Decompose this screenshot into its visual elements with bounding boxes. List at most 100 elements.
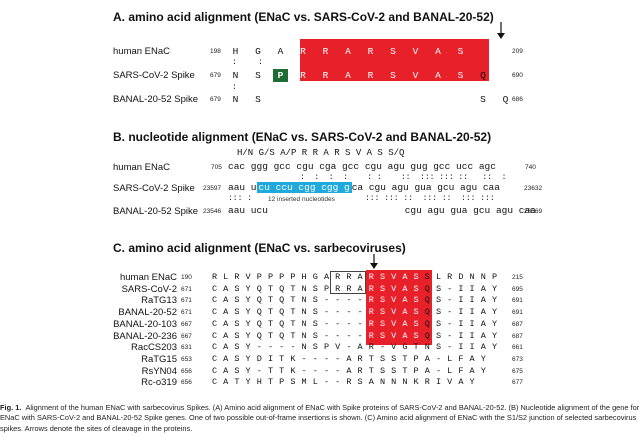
panel-c-residue: F	[458, 353, 464, 364]
panel-c-residue: N	[301, 330, 307, 341]
panel-c-residue: A	[223, 342, 229, 353]
panel-a-residue: N	[232, 94, 239, 105]
panel-c-residue: A	[223, 365, 229, 376]
panel-b-name-enac: human ENaC	[113, 162, 171, 173]
panel-c-name: RsYN04	[141, 365, 177, 377]
panel-b-end-banal: 23569	[524, 208, 543, 215]
panel-c-residue: Q	[424, 318, 430, 329]
panel-c-residue: -	[346, 342, 352, 353]
panel-c-residue: Y	[491, 307, 498, 318]
panel-c-residue: G	[402, 342, 408, 353]
panel-a-residue: S	[412, 94, 419, 105]
panel-c-residue: -	[323, 307, 330, 318]
panel-c-residue: -	[279, 342, 285, 353]
panel-c-residue: S	[312, 342, 318, 353]
panel-c-start: 656	[181, 379, 192, 387]
panel-c-start: 667	[181, 320, 192, 328]
panel-c-residue: T	[234, 377, 240, 388]
panel-c-title: C. amino acid alignment (ENaC vs. sarbec…	[113, 241, 406, 255]
panel-c-residue: Y	[469, 377, 475, 388]
panel-c-name: BANAL-20-236	[113, 330, 177, 342]
panel-c-residue: Y	[491, 342, 498, 353]
figure-caption: Fig. 1. Alignment of the human ENaC with…	[0, 403, 640, 433]
panel-c-residue: R	[335, 272, 341, 282]
panel-c-residue: Y	[480, 365, 486, 376]
panel-c-residue: V	[391, 330, 397, 341]
panel-a-start: 679	[210, 96, 221, 103]
panel-b-aa-header: H/N G/S A/P R R A R S V A S S/Q	[237, 148, 405, 158]
panel-a-residue: R	[322, 70, 329, 81]
panel-c-residue: I	[267, 353, 274, 364]
panel-c-residue: N	[301, 318, 307, 329]
panel-c-end: 691	[512, 297, 523, 305]
panel-c-residue: I	[458, 330, 464, 341]
panel-c-residue: N	[301, 283, 307, 294]
panel-c-residue: -	[357, 307, 363, 318]
panel-c-residue: Y	[480, 353, 486, 364]
panel-c-residue: Q	[279, 307, 285, 318]
panel-c-residue: R	[357, 365, 363, 376]
panel-a-colon: :	[232, 83, 237, 92]
panel-a-residue: G	[255, 46, 261, 57]
panel-c-name: SARS-CoV-2	[121, 283, 177, 295]
panel-a-residue: A	[435, 70, 441, 81]
panel-a-residue: A	[457, 94, 464, 105]
panel-a-residue: R	[367, 70, 374, 81]
panel-c-residue: P	[323, 283, 330, 294]
panel-b-start-banal: 23546	[203, 208, 222, 215]
panel-a-start: 679	[210, 72, 221, 79]
panel-a-residue: V	[435, 94, 441, 105]
panel-c-residue: Q	[256, 295, 262, 306]
panel-c-residue: Q	[256, 318, 262, 329]
panel-a-residue: S	[457, 70, 464, 81]
panel-c-residue: -	[335, 353, 341, 364]
panel-c-residue: A	[357, 272, 363, 282]
panel-c-residue: -	[323, 318, 330, 329]
panel-c-residue: N	[469, 272, 475, 282]
panel-b-start-enac: 705	[211, 164, 222, 171]
panel-c-end: 677	[512, 379, 523, 387]
panel-c-residue: T	[267, 307, 274, 318]
panel-c-residue: Q	[424, 330, 430, 341]
panel-c-residue: T	[267, 283, 274, 294]
panel-c-residue: C	[211, 330, 218, 341]
panel-c-residue: S	[234, 342, 240, 353]
panel-c-residue: Y	[245, 377, 251, 388]
panel-c-residue: S	[413, 330, 419, 341]
panel-c-residue: R	[424, 377, 430, 388]
panel-c-residue: I	[469, 295, 475, 306]
panel-a-highlight-block	[300, 39, 489, 81]
panel-c-residue: -	[357, 295, 363, 306]
inserted-nucleotides-highlight: cu ccu cgg cgg g	[256, 182, 352, 193]
panel-c-residue: -	[335, 377, 341, 388]
panel-c-residue: F	[458, 365, 464, 376]
panel-c-residue: C	[211, 353, 218, 364]
panel-c-end: 661	[512, 344, 523, 352]
panel-a-residue: R	[367, 46, 374, 57]
panel-c-residue: T	[279, 365, 285, 376]
panel-c-residue: S	[312, 307, 318, 318]
panel-c-residue: A	[223, 307, 229, 318]
panel-c-residue: S	[234, 295, 240, 306]
panel-c-residue: -	[335, 365, 341, 376]
panel-c-name: BANAL-20-103	[113, 318, 177, 330]
panel-c-residue: T	[290, 295, 296, 306]
panel-c-residue: A	[480, 295, 486, 306]
panel-c-residue: -	[323, 295, 330, 306]
panel-c-residue: -	[256, 342, 262, 353]
panel-c-name: Rc-o319	[141, 377, 177, 389]
panel-c-residue: S	[413, 318, 419, 329]
panel-c-residue: R	[211, 272, 218, 282]
panel-c-residue: A	[402, 295, 408, 306]
panel-c-name: BANAL-20-52	[118, 307, 177, 319]
panel-c-residue: S	[234, 365, 240, 376]
panel-c-residue: N	[424, 342, 430, 353]
panel-c-residue: A	[402, 283, 408, 294]
cleavage-arrow-a	[497, 22, 505, 39]
panel-c-residue: S	[312, 330, 318, 341]
panel-c-residue: A	[480, 330, 486, 341]
panel-c-residue: N	[301, 342, 307, 353]
panel-c-residue: I	[469, 342, 475, 353]
panel-c-residue: A	[458, 377, 464, 388]
panel-c-residue: P	[413, 353, 419, 364]
